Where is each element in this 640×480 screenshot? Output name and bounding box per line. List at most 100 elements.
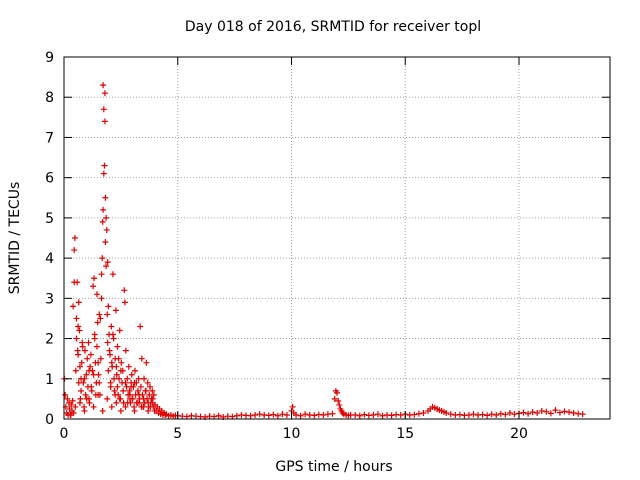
data-point bbox=[112, 307, 119, 314]
x-tick-label: 15 bbox=[396, 426, 414, 442]
data-point bbox=[100, 82, 107, 89]
data-point bbox=[71, 247, 78, 254]
data-point bbox=[103, 214, 110, 221]
data-point bbox=[69, 397, 76, 404]
y-tick-label: 2 bbox=[45, 332, 54, 348]
data-point bbox=[118, 359, 125, 366]
data-point bbox=[110, 335, 117, 342]
data-point bbox=[122, 403, 129, 410]
data-point bbox=[95, 359, 102, 366]
data-point bbox=[76, 327, 83, 334]
data-point bbox=[149, 387, 156, 394]
data-point bbox=[336, 401, 343, 408]
data-point bbox=[73, 335, 80, 342]
data-point bbox=[137, 323, 144, 330]
data-point bbox=[128, 383, 135, 390]
data-point bbox=[470, 411, 477, 418]
data-point bbox=[279, 411, 286, 418]
data-point bbox=[256, 411, 263, 418]
data-point bbox=[111, 375, 118, 382]
data-point bbox=[88, 383, 95, 390]
data-point bbox=[142, 387, 149, 394]
data-point bbox=[297, 412, 304, 419]
data-point bbox=[356, 412, 363, 419]
data-point bbox=[117, 367, 124, 374]
x-tick-label: 5 bbox=[173, 426, 182, 442]
data-point bbox=[566, 409, 573, 416]
data-point bbox=[147, 403, 154, 410]
data-point bbox=[141, 375, 148, 382]
data-point bbox=[72, 403, 79, 410]
data-point bbox=[108, 403, 115, 410]
x-tick-label: 0 bbox=[60, 426, 69, 442]
data-point bbox=[506, 409, 513, 416]
data-point bbox=[289, 403, 296, 410]
data-point bbox=[116, 395, 123, 402]
data-point bbox=[91, 331, 98, 338]
data-point bbox=[150, 391, 157, 398]
data-point bbox=[361, 411, 368, 418]
data-point bbox=[247, 412, 254, 419]
y-tick-label: 9 bbox=[45, 50, 54, 66]
data-point bbox=[411, 411, 418, 418]
x-axis-label: GPS time / hours bbox=[275, 459, 392, 475]
data-point bbox=[116, 375, 123, 382]
data-point bbox=[113, 371, 120, 378]
y-tick-label: 6 bbox=[45, 171, 54, 187]
data-point bbox=[488, 411, 495, 418]
data-point bbox=[83, 371, 90, 378]
data-point bbox=[370, 411, 377, 418]
data-point bbox=[113, 399, 120, 406]
data-point bbox=[493, 411, 500, 418]
data-point bbox=[124, 375, 131, 382]
data-point bbox=[97, 355, 104, 362]
y-tick-label: 0 bbox=[45, 412, 54, 428]
data-point bbox=[71, 235, 78, 241]
data-point bbox=[465, 411, 472, 418]
x-tick-label: 20 bbox=[510, 426, 528, 442]
data-point bbox=[122, 347, 129, 354]
data-point bbox=[138, 355, 145, 362]
data-point bbox=[552, 407, 559, 414]
data-point bbox=[140, 403, 147, 410]
data-points-layer bbox=[61, 82, 586, 420]
y-axis-label: SRMTID / TECUs bbox=[7, 182, 23, 295]
data-point bbox=[76, 399, 83, 406]
data-point bbox=[90, 371, 97, 378]
data-point bbox=[479, 411, 486, 418]
data-point bbox=[104, 339, 111, 346]
data-point bbox=[135, 375, 142, 382]
y-tick-label: 1 bbox=[45, 372, 54, 388]
ticks-layer bbox=[63, 56, 610, 420]
data-point bbox=[136, 391, 143, 398]
data-point bbox=[101, 162, 108, 169]
data-point bbox=[252, 411, 259, 418]
data-point bbox=[131, 407, 138, 414]
data-point bbox=[111, 387, 118, 394]
data-point bbox=[79, 339, 86, 346]
data-point bbox=[68, 401, 75, 408]
data-point bbox=[70, 303, 77, 310]
data-point bbox=[447, 411, 454, 418]
data-point bbox=[456, 411, 463, 418]
data-point bbox=[113, 363, 120, 370]
data-point bbox=[126, 395, 133, 402]
data-point bbox=[95, 371, 102, 378]
data-point bbox=[146, 383, 153, 390]
data-point bbox=[140, 395, 147, 402]
data-point bbox=[106, 347, 113, 354]
data-point bbox=[125, 363, 132, 370]
data-point bbox=[98, 295, 105, 302]
data-point bbox=[352, 411, 359, 418]
data-point bbox=[415, 410, 422, 417]
data-point bbox=[538, 407, 545, 414]
data-point bbox=[94, 319, 101, 326]
data-point bbox=[136, 399, 143, 406]
data-point bbox=[72, 367, 79, 374]
data-point bbox=[73, 315, 80, 322]
data-point bbox=[121, 299, 128, 306]
data-point bbox=[293, 411, 300, 418]
data-point bbox=[104, 395, 111, 402]
data-point bbox=[561, 408, 568, 415]
